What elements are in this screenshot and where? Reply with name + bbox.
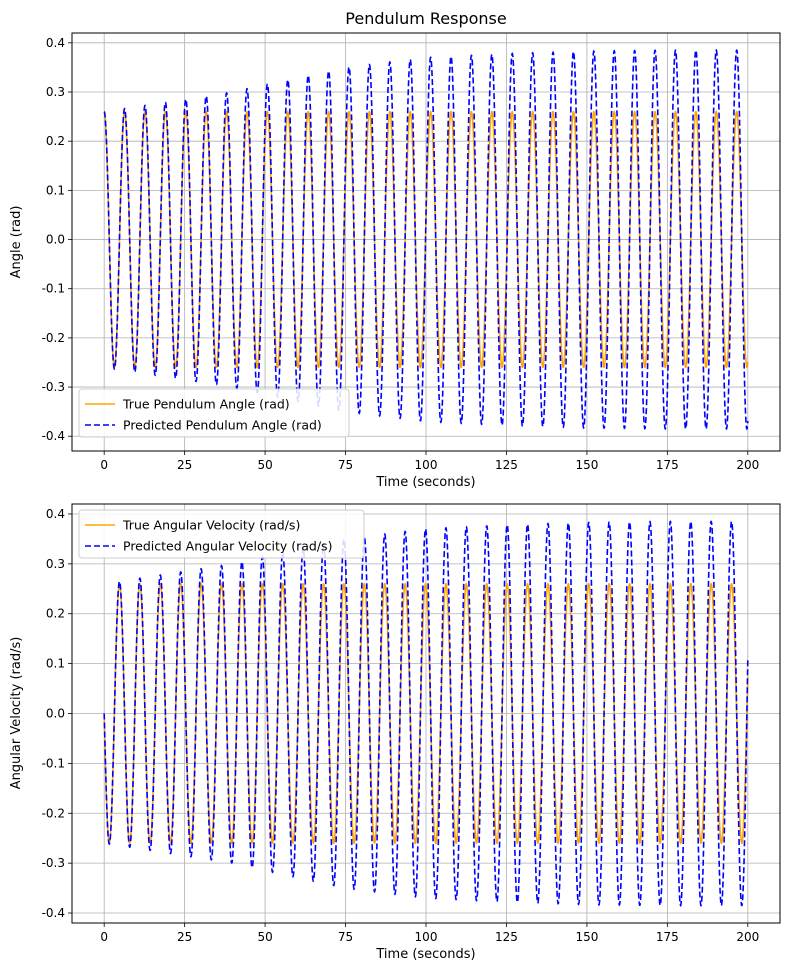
x-tick-label: 75 bbox=[338, 930, 353, 944]
y-tick-label: 0.4 bbox=[46, 36, 65, 50]
x-tick-label: 150 bbox=[575, 458, 598, 472]
x-axis-label: Time (seconds) bbox=[375, 475, 475, 490]
x-tick-label: 175 bbox=[656, 458, 679, 472]
y-tick-label: -0.1 bbox=[42, 756, 65, 770]
y-tick-label: 0.1 bbox=[46, 657, 65, 671]
x-tick-label: 200 bbox=[736, 930, 759, 944]
legend-label: Predicted Angular Velocity (rad/s) bbox=[123, 539, 332, 554]
y-tick-label: 0.1 bbox=[46, 183, 65, 197]
y-axis-label: Angular Velocity (rad/s) bbox=[9, 637, 24, 790]
x-tick-label: 100 bbox=[415, 458, 438, 472]
y-tick-label: -0.3 bbox=[42, 856, 65, 870]
y-tick-label: 0.0 bbox=[46, 707, 65, 721]
y-tick-label: -0.2 bbox=[42, 331, 65, 345]
legend-label: True Angular Velocity (rad/s) bbox=[122, 518, 300, 533]
x-tick-label: 125 bbox=[495, 458, 518, 472]
x-tick-label: 150 bbox=[575, 930, 598, 944]
y-tick-label: 0.0 bbox=[46, 233, 65, 247]
y-tick-label: 0.4 bbox=[46, 507, 65, 521]
chart-angle: Pendulum Response 0 25 50 75 100 125 150 175 200… bbox=[9, 9, 781, 490]
y-tick-label: 0.2 bbox=[46, 134, 65, 148]
y-axis-label: Angle (rad) bbox=[9, 206, 24, 279]
legend: True Angular Velocity (rad/s) Predicted A… bbox=[78, 509, 365, 559]
x-tick-label: 175 bbox=[656, 930, 679, 944]
x-tick-label: 100 bbox=[415, 930, 438, 944]
chart-title: Pendulum Response bbox=[345, 9, 506, 28]
y-tick-label: 0.2 bbox=[46, 607, 65, 621]
predicted-series-line bbox=[103, 520, 749, 907]
legend-label: Predicted Pendulum Angle (rad) bbox=[123, 418, 322, 433]
x-tick-label: 0 bbox=[100, 930, 108, 944]
y-tick-label: -0.4 bbox=[42, 906, 65, 920]
true-series-line bbox=[103, 582, 749, 845]
predicted-series-line bbox=[103, 48, 749, 431]
x-tick-label: 125 bbox=[495, 930, 518, 944]
y-tick-label: -0.1 bbox=[42, 282, 65, 296]
chart-angular-velocity: 0 25 50 75 100 125 150 175 200 -0.4 -0.3 -0.2 -0.1 0.… bbox=[9, 503, 781, 962]
x-tick-label: 75 bbox=[338, 458, 353, 472]
x-tick-label: 25 bbox=[177, 458, 192, 472]
legend-box bbox=[78, 509, 365, 559]
y-tick-label: 0.3 bbox=[46, 557, 65, 571]
x-tick-label: 0 bbox=[100, 458, 108, 472]
legend-label: True Pendulum Angle (rad) bbox=[122, 397, 290, 412]
legend: True Pendulum Angle (rad) Predicted Pendu… bbox=[78, 388, 350, 438]
x-tick-label: 200 bbox=[736, 458, 759, 472]
y-tick-label: -0.2 bbox=[42, 806, 65, 820]
x-tick-label: 50 bbox=[257, 458, 272, 472]
y-tick-label: 0.3 bbox=[46, 85, 65, 99]
x-tick-label: 50 bbox=[257, 930, 272, 944]
y-tick-label: -0.3 bbox=[42, 380, 65, 394]
y-tick-label: -0.4 bbox=[42, 429, 65, 443]
x-axis-label: Time (seconds) bbox=[375, 947, 475, 962]
x-tick-label: 25 bbox=[177, 930, 192, 944]
legend-box bbox=[78, 388, 350, 438]
